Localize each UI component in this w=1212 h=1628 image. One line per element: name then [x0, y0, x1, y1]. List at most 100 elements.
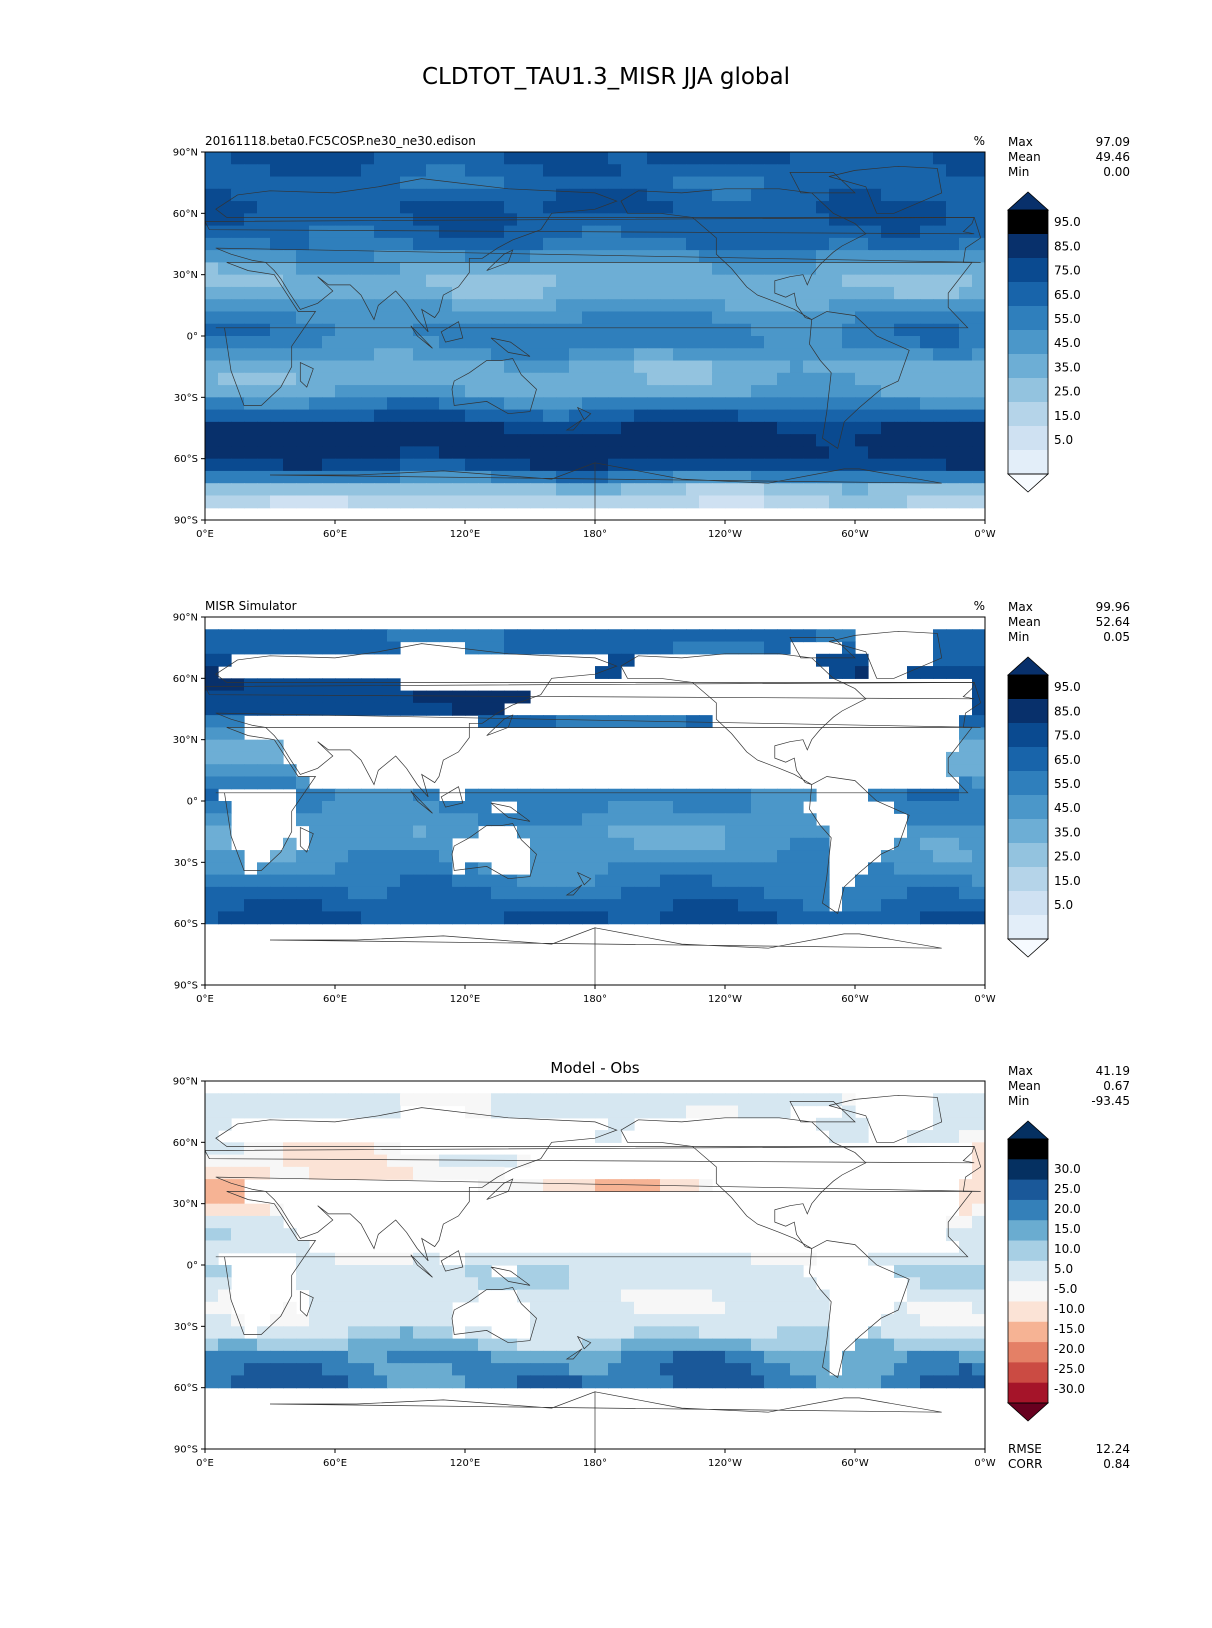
- grid-cell: [933, 850, 947, 863]
- colorbar-swatch: [1008, 747, 1048, 772]
- grid-cell: [673, 274, 687, 288]
- grid-cell: [348, 360, 362, 374]
- grid-cell: [465, 899, 479, 912]
- colorbar-tick-label: 5.0: [1054, 1262, 1073, 1276]
- grid-cell: [803, 1252, 817, 1266]
- grid-cell: [686, 1252, 700, 1266]
- coastlines: [205, 165, 985, 520]
- grid-cell: [907, 397, 921, 411]
- grid-cell: [231, 1375, 245, 1389]
- grid-cell: [803, 323, 817, 337]
- grid-cell: [400, 899, 414, 912]
- grid-cell: [660, 188, 674, 202]
- grid-cell: [868, 213, 882, 227]
- grid-cell: [465, 225, 479, 239]
- grid-cell: [205, 911, 219, 925]
- grid-cell: [400, 1326, 414, 1340]
- grid-cell: [647, 788, 661, 802]
- grid-cell: [842, 446, 856, 460]
- grid-cell: [660, 874, 674, 888]
- grid-cell: [946, 250, 960, 263]
- grid-cell: [855, 666, 869, 679]
- grid-cell: [608, 1130, 622, 1143]
- y-tick-label: 60°S: [174, 454, 198, 465]
- grid-cell: [270, 874, 284, 888]
- grid-cell: [569, 1338, 583, 1352]
- grid-cell: [764, 360, 778, 374]
- grid-cell: [296, 286, 310, 300]
- grid-cell: [634, 641, 648, 655]
- grid-cell: [231, 1314, 245, 1327]
- grid-cell: [296, 776, 310, 790]
- grid-cell: [439, 201, 453, 214]
- grid-cell: [582, 237, 596, 251]
- grid-cell: [920, 409, 934, 423]
- grid-cell: [660, 788, 674, 802]
- grid-cell: [283, 1326, 297, 1340]
- grid-cell: [816, 250, 830, 263]
- grid-cell: [218, 1314, 232, 1327]
- grid-cell: [309, 1142, 323, 1156]
- grid-cell: [608, 495, 622, 509]
- grid-cell: [699, 1375, 713, 1389]
- grid-cell: [517, 1093, 531, 1107]
- grid-cell: [686, 1363, 700, 1376]
- grid-cell: [283, 629, 297, 643]
- colorbar-swatch: [1008, 1321, 1048, 1343]
- grid-cell: [855, 152, 869, 165]
- grid-cell: [569, 409, 583, 423]
- grid-cell: [283, 1350, 297, 1364]
- grid-cell: [725, 372, 739, 386]
- grid-cell: [387, 237, 401, 251]
- grid-cell: [309, 1314, 323, 1327]
- grid-cell: [478, 1326, 492, 1340]
- grid-cell: [543, 641, 557, 655]
- grid-cell: [504, 201, 518, 214]
- grid-cell: [244, 458, 258, 472]
- grid-cell: [543, 825, 557, 839]
- grid-cell: [907, 164, 921, 178]
- grid-cell: [452, 434, 466, 447]
- grid-cell: [218, 1228, 232, 1242]
- grid-cell: [608, 213, 622, 227]
- grid-cell: [452, 409, 466, 423]
- grid-cell: [946, 1252, 960, 1266]
- grid-cell: [387, 483, 401, 497]
- grid-cell: [972, 409, 985, 423]
- grid-cell: [673, 299, 687, 313]
- grid-cell: [907, 311, 921, 325]
- grid-cell: [608, 653, 622, 667]
- grid-cell: [387, 1265, 401, 1278]
- grid-cell: [361, 262, 375, 276]
- grid-cell: [907, 152, 921, 165]
- grid-cell: [725, 250, 739, 263]
- coastline: [0, 682, 194, 698]
- grid-cell: [309, 1277, 323, 1291]
- grid-cell: [751, 372, 765, 386]
- grid-cell: [270, 1375, 284, 1389]
- map-field: [205, 617, 985, 985]
- grid-cell: [777, 850, 791, 863]
- grid-cell: [972, 188, 985, 202]
- grid-cell: [790, 237, 804, 251]
- grid-cell: [972, 1117, 985, 1131]
- grid-cell: [816, 323, 830, 337]
- grid-cell: [634, 397, 648, 411]
- grid-cell: [608, 336, 622, 349]
- grid-cell: [790, 470, 804, 484]
- grid-cell: [309, 813, 323, 827]
- grid-cell: [621, 1314, 635, 1327]
- grid-cell: [218, 1289, 232, 1303]
- grid-cell: [309, 434, 323, 447]
- grid-cell: [855, 899, 869, 912]
- grid-cell: [218, 336, 232, 349]
- stat-min-value: -93.45: [1091, 1094, 1130, 1108]
- grid-cell: [257, 299, 271, 313]
- grid-cell: [426, 788, 440, 802]
- grid-cell: [777, 874, 791, 888]
- grid-cell: [426, 495, 440, 509]
- grid-cell: [569, 1265, 583, 1278]
- grid-cell: [972, 1314, 985, 1327]
- grid-cell: [413, 629, 427, 643]
- grid-cell: [283, 311, 297, 325]
